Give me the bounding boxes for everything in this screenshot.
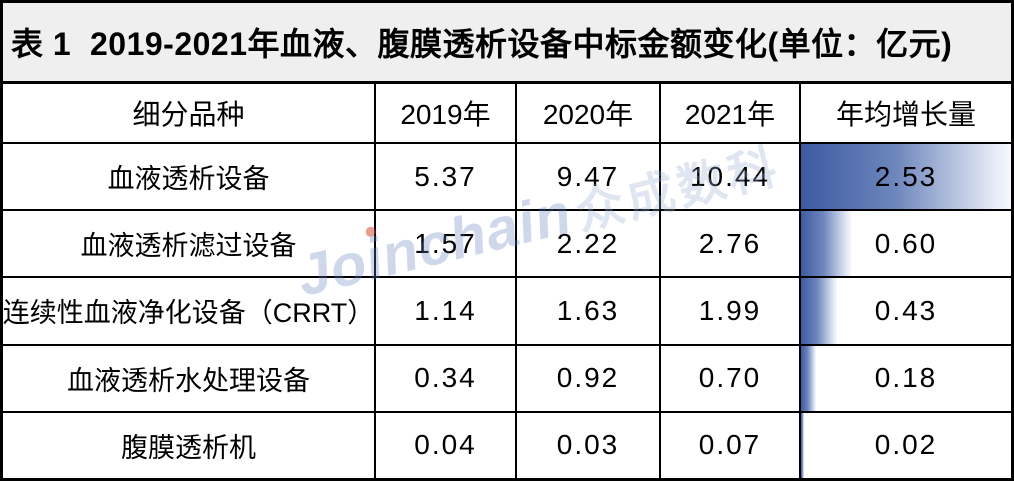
growth-value: 0.60 xyxy=(874,227,938,259)
growth-value: 0.18 xyxy=(874,362,938,394)
column-header-growth: 年均增长量 xyxy=(801,84,1011,142)
growth-data-bar xyxy=(801,144,1011,210)
growth-data-bar xyxy=(801,211,851,277)
row-2020-cell: 1.63 xyxy=(517,278,659,344)
row-2019-cell: 0.34 xyxy=(376,345,515,411)
row-2021-cell: 0.07 xyxy=(661,412,799,478)
row-category-cell: 血液透析水处理设备 xyxy=(3,345,374,411)
column-header-2021: 2021年 xyxy=(661,84,799,142)
row-growth-cell: 0.43 xyxy=(801,278,1011,344)
growth-value: 0.02 xyxy=(874,429,938,461)
growth-value: 0.43 xyxy=(874,294,938,326)
row-2020-cell: 0.03 xyxy=(517,412,659,478)
column-header-category: 细分品种 xyxy=(3,84,374,142)
column-header-2019: 2019年 xyxy=(376,84,515,142)
row-category-cell: 血液透析滤过设备 xyxy=(3,211,374,277)
growth-data-bar xyxy=(801,278,837,344)
row-growth-cell: 0.02 xyxy=(801,412,1011,478)
data-table: 细分品种 2019年 2020年 2021年 年均增长量 血液透析设备 5.37… xyxy=(3,84,1011,478)
row-2021-cell: 10.44 xyxy=(661,144,799,210)
row-2020-cell: 2.22 xyxy=(517,211,659,277)
row-2019-cell: 1.57 xyxy=(376,211,515,277)
row-2020-cell: 9.47 xyxy=(517,144,659,210)
column-header-2020: 2020年 xyxy=(517,84,659,142)
growth-value: 2.53 xyxy=(874,160,938,192)
row-2021-cell: 0.70 xyxy=(661,345,799,411)
row-growth-cell: 2.53 xyxy=(801,144,1011,210)
row-category-cell: 连续性血液净化设备（CRRT） xyxy=(3,278,374,344)
growth-data-bar xyxy=(801,345,816,411)
table-title: 表 1 2019-2021年血液、腹膜透析设备中标金额变化(单位：亿元) xyxy=(3,3,1011,84)
row-growth-cell: 0.18 xyxy=(801,345,1011,411)
row-2020-cell: 0.92 xyxy=(517,345,659,411)
row-2019-cell: 1.14 xyxy=(376,278,515,344)
row-2021-cell: 2.76 xyxy=(661,211,799,277)
row-growth-cell: 0.60 xyxy=(801,211,1011,277)
growth-data-bar xyxy=(801,412,804,478)
row-2021-cell: 1.99 xyxy=(661,278,799,344)
row-category-cell: 血液透析设备 xyxy=(3,144,374,210)
row-2019-cell: 5.37 xyxy=(376,144,515,210)
row-category-cell: 腹膜透析机 xyxy=(3,412,374,478)
row-2019-cell: 0.04 xyxy=(376,412,515,478)
